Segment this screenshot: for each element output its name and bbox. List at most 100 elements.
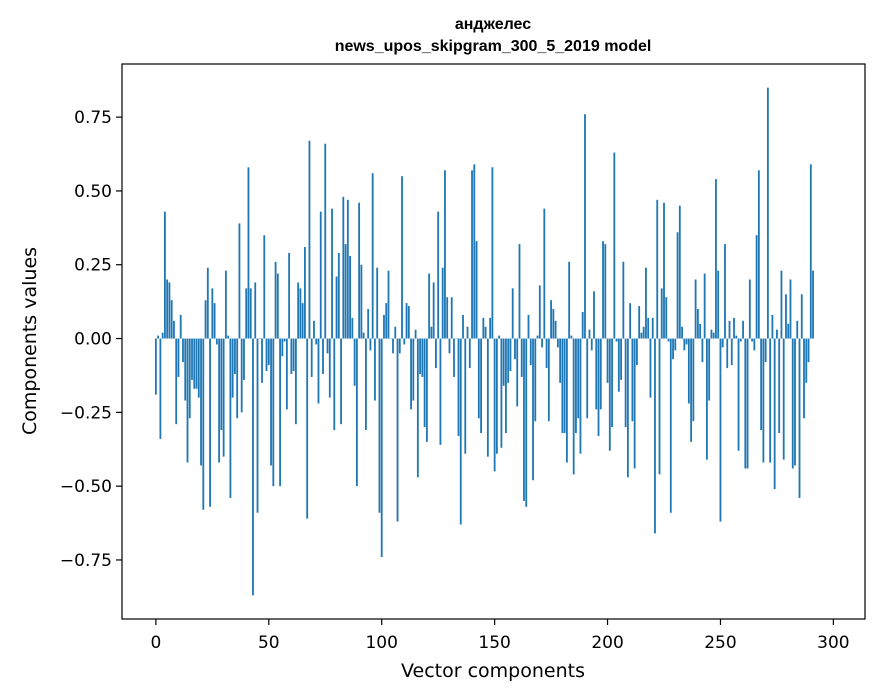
bar xyxy=(527,314,530,339)
bar xyxy=(186,338,189,463)
bar xyxy=(807,338,810,363)
bar xyxy=(322,338,324,374)
bar xyxy=(308,140,311,339)
bar xyxy=(633,338,636,469)
bar xyxy=(789,279,792,339)
bar xyxy=(193,338,196,389)
bar xyxy=(430,326,433,339)
bar xyxy=(615,338,618,342)
bar xyxy=(559,338,562,383)
bar xyxy=(766,87,769,339)
bar xyxy=(355,338,358,487)
bar xyxy=(301,303,304,339)
bar xyxy=(267,338,270,366)
bar xyxy=(247,167,250,339)
bar xyxy=(667,338,670,342)
bar xyxy=(486,338,489,457)
bar xyxy=(249,288,252,339)
bar xyxy=(796,320,799,339)
bar xyxy=(227,335,230,339)
bar xyxy=(586,338,589,419)
bar xyxy=(624,338,627,428)
bar xyxy=(570,335,573,339)
bar xyxy=(480,338,482,434)
bar xyxy=(640,332,643,339)
bar xyxy=(484,326,487,339)
bar xyxy=(800,294,803,339)
bar xyxy=(739,338,742,342)
bar xyxy=(626,338,629,478)
bar xyxy=(292,338,295,372)
bar xyxy=(222,338,225,457)
bar xyxy=(685,338,688,345)
bar xyxy=(351,317,354,339)
bar xyxy=(213,303,216,339)
bar xyxy=(464,338,467,454)
bar xyxy=(776,329,778,339)
bar xyxy=(660,288,663,339)
x-tick-label: 100 xyxy=(365,633,397,653)
bar xyxy=(475,241,478,339)
bar xyxy=(410,338,412,410)
bar xyxy=(173,320,175,339)
bar xyxy=(719,338,722,522)
bar xyxy=(525,338,528,507)
bar xyxy=(383,314,385,339)
bar xyxy=(500,338,503,448)
bar xyxy=(690,338,693,442)
y-tick-label: −0.25 xyxy=(60,403,112,423)
bar xyxy=(577,338,580,419)
plot-frame xyxy=(121,63,866,620)
bar xyxy=(423,338,426,428)
bar xyxy=(294,338,297,425)
bar xyxy=(507,338,510,383)
bar xyxy=(561,338,564,434)
y-tick-label: 0.50 xyxy=(74,182,112,202)
bar xyxy=(742,320,744,339)
bar xyxy=(157,335,160,339)
bar xyxy=(602,241,604,339)
bar xyxy=(696,309,699,339)
bar xyxy=(658,338,661,475)
bar xyxy=(340,338,342,425)
bar xyxy=(401,176,403,339)
x-tick-label: 200 xyxy=(591,633,623,653)
bar xyxy=(516,338,519,407)
bar xyxy=(256,338,259,513)
bar xyxy=(764,338,767,363)
bar xyxy=(554,320,557,339)
bar xyxy=(529,338,532,366)
bar xyxy=(505,338,507,434)
bar xyxy=(757,170,760,339)
bar xyxy=(665,297,668,339)
bar xyxy=(520,338,523,377)
bar xyxy=(471,170,473,339)
bar xyxy=(489,317,492,339)
bar xyxy=(692,338,695,422)
bar xyxy=(220,338,223,431)
bar xyxy=(812,270,814,339)
bar xyxy=(552,309,555,339)
bar xyxy=(672,338,674,360)
bar xyxy=(651,317,654,339)
bar xyxy=(681,326,683,339)
bar xyxy=(444,170,446,339)
bar xyxy=(392,338,394,354)
bar xyxy=(773,338,776,490)
bar xyxy=(367,309,370,339)
bar xyxy=(414,329,417,339)
bar xyxy=(209,338,211,507)
bar xyxy=(629,303,632,339)
bar xyxy=(687,338,690,404)
bar xyxy=(477,338,480,419)
bar xyxy=(782,338,785,460)
bar xyxy=(466,326,469,339)
bar xyxy=(778,338,781,434)
bar xyxy=(378,338,381,513)
bar xyxy=(168,282,171,339)
bar xyxy=(606,338,609,383)
bar xyxy=(394,326,397,339)
bar xyxy=(425,338,428,442)
bar xyxy=(737,338,740,451)
bar xyxy=(593,291,595,339)
